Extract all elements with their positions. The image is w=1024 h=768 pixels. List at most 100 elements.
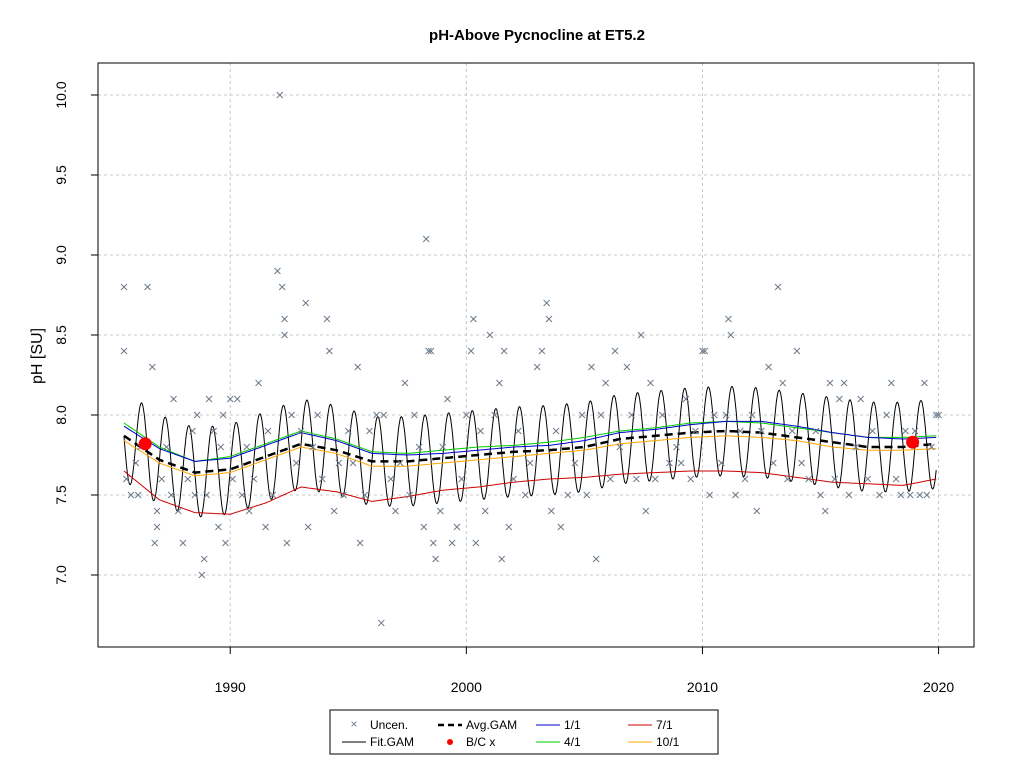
point-stroke — [120, 283, 128, 291]
uncensored-point — [467, 347, 475, 355]
uncensored-point — [134, 491, 142, 499]
point-stroke — [163, 443, 170, 451]
point-stroke — [151, 539, 159, 547]
uncensored-point — [193, 411, 201, 419]
point-stroke — [571, 459, 579, 467]
uncensored-point — [458, 475, 465, 483]
uncensored-point — [158, 475, 166, 483]
point-stroke — [836, 395, 843, 403]
uncensored-point — [753, 507, 761, 515]
point-stroke — [193, 411, 201, 419]
uncensored-point — [233, 395, 241, 403]
uncensored-point — [897, 491, 905, 499]
point-stroke — [283, 539, 291, 547]
uncensored-point — [817, 491, 824, 499]
point-stroke — [699, 347, 706, 355]
point-stroke — [578, 411, 586, 419]
point-stroke — [203, 491, 210, 499]
point-stroke — [741, 475, 749, 483]
uncensored-point — [210, 427, 218, 435]
point-stroke — [547, 507, 555, 515]
uncensored-point — [510, 475, 517, 483]
uncensored-point — [335, 459, 343, 467]
point-stroke — [892, 475, 900, 483]
point-stroke — [167, 491, 175, 499]
point-stroke — [883, 411, 890, 419]
legend-box — [329, 709, 719, 755]
point-stroke — [812, 427, 820, 435]
point-stroke — [477, 427, 484, 435]
legend-label: B/C x — [466, 735, 495, 749]
point-stroke — [238, 491, 246, 499]
uncensored-point — [522, 491, 529, 499]
uncensored-point — [706, 491, 713, 499]
point-stroke — [651, 475, 659, 483]
x-axis: 1990 2000 2010 2020 — [215, 647, 954, 695]
uncensored-point — [748, 411, 756, 419]
uncensored-point — [588, 363, 595, 371]
uncensored-point — [500, 347, 508, 355]
point-stroke — [592, 555, 600, 563]
point-stroke — [481, 507, 489, 515]
uncensored-point — [831, 475, 839, 483]
y-tick-label: 8.5 — [53, 325, 69, 345]
uncensored-point — [439, 443, 447, 451]
uncensored-point — [935, 411, 942, 419]
uncensored-point — [840, 379, 848, 387]
point-stroke — [472, 539, 480, 547]
point-stroke — [264, 427, 272, 435]
y-tick-label: 7.0 — [53, 565, 69, 585]
point-stroke — [377, 619, 385, 627]
uncensored-point — [538, 347, 546, 355]
chart-title: pH-Above Pycnocline at ET5.2 — [429, 27, 645, 44]
point-stroke — [736, 427, 744, 435]
point-stroke — [120, 347, 128, 355]
uncensored-point — [769, 459, 777, 467]
point-stroke — [344, 427, 352, 435]
uncensored-point — [498, 555, 506, 563]
point-stroke — [897, 491, 905, 499]
uncensored-point — [425, 347, 432, 355]
y-tick-label: 9.5 — [53, 165, 69, 185]
uncensored-point — [401, 379, 409, 387]
point-stroke — [226, 395, 234, 403]
uncensored-point — [472, 539, 480, 547]
legend-entry-uncen: × Uncen. — [350, 717, 408, 732]
uncensored-point — [611, 347, 619, 355]
uncensored-point — [741, 475, 749, 483]
uncensored-point — [167, 491, 175, 499]
point-stroke — [758, 427, 765, 435]
legend: × Uncen. Fit.GAM Avg.GAM B/C x 1/1 4/1 7… — [329, 709, 719, 755]
point-stroke — [229, 475, 236, 483]
point-stroke — [769, 459, 777, 467]
point-stroke — [821, 507, 829, 515]
uncensored-point — [526, 459, 534, 467]
point-stroke — [583, 491, 591, 499]
uncensored-point — [892, 475, 900, 483]
point-stroke — [411, 411, 418, 419]
uncensored-point — [793, 347, 801, 355]
point-stroke — [677, 459, 685, 467]
series-1-1-line — [123, 420, 937, 462]
point-stroke — [274, 267, 281, 275]
point-stroke — [857, 395, 865, 403]
legend-label: 1/1 — [564, 718, 581, 732]
uncensored-point — [701, 347, 709, 355]
point-stroke — [297, 427, 305, 435]
uncensored-point — [637, 331, 645, 339]
point-stroke — [628, 411, 635, 419]
point-stroke — [538, 347, 546, 355]
uncensored-point — [179, 539, 187, 547]
uncensored-point — [717, 459, 725, 467]
x-tick-label: 2000 — [451, 679, 482, 695]
point-stroke — [422, 235, 430, 243]
uncensored-point — [578, 411, 586, 419]
point-stroke — [392, 507, 399, 515]
uncensored-point — [326, 347, 333, 355]
uncensored-point — [432, 555, 440, 563]
point-stroke — [923, 491, 931, 499]
point-stroke — [932, 411, 940, 419]
point-stroke — [725, 315, 732, 323]
uncensored-point — [163, 443, 170, 451]
point-stroke — [658, 411, 666, 419]
